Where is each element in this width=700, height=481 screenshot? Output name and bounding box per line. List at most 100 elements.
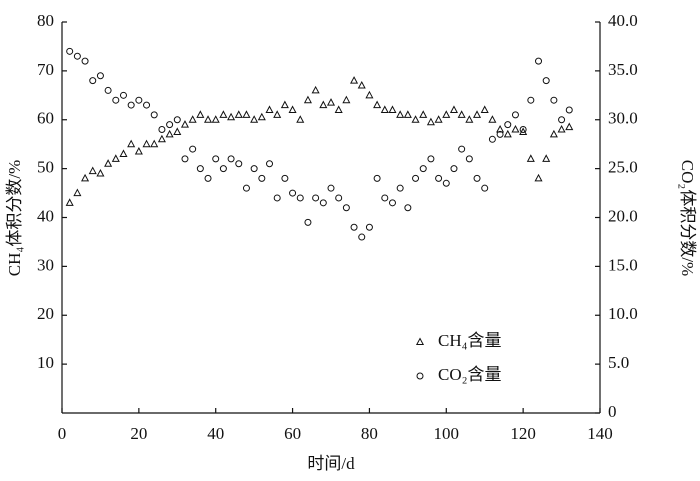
circle-point: [73, 52, 81, 60]
circle-point: [312, 194, 320, 202]
circle-point: [89, 77, 97, 85]
triangle-point: [457, 110, 466, 118]
circle-point: [81, 57, 89, 65]
circle-point: [442, 179, 450, 187]
y2-tick-label: 40.0: [608, 11, 638, 30]
triangle-point: [350, 76, 359, 84]
circle-point: [96, 72, 104, 80]
x-axis-label: 时间/d: [307, 454, 355, 473]
circle-point: [488, 135, 496, 143]
y-axis-label: CH₄体积分数/%: [5, 160, 24, 276]
circle-point: [250, 165, 258, 173]
x-tick-label: 60: [284, 424, 301, 443]
circle-point: [427, 155, 435, 163]
triangle-point: [73, 188, 82, 197]
triangle-point: [411, 115, 420, 123]
x-tick-label: 0: [58, 424, 67, 443]
triangle-point: [180, 120, 190, 128]
circle-point: [450, 165, 458, 173]
circle-point: [350, 223, 358, 231]
triangle-point: [280, 100, 289, 109]
triangle-point: [227, 112, 236, 121]
triangle-point: [65, 198, 74, 206]
triangle-point: [396, 110, 405, 118]
circle-point: [143, 101, 151, 109]
triangle-point: [472, 110, 482, 118]
circle-point: [327, 184, 335, 192]
triangle-point: [342, 95, 351, 104]
triangle-point: [104, 159, 113, 167]
triangle-point: [442, 110, 451, 118]
circle-point: [358, 233, 366, 241]
triangle-point: [434, 115, 443, 123]
triangle-point: [426, 117, 435, 126]
y-tick-label: 60: [37, 109, 54, 128]
circle-point: [527, 96, 535, 104]
circle-point: [404, 204, 412, 212]
triangle-point: [334, 105, 343, 113]
triangle-point: [365, 90, 374, 99]
triangle-point: [496, 124, 505, 133]
y-tick-label: 50: [37, 158, 54, 177]
circle-point: [196, 165, 204, 173]
triangle-point: [157, 134, 166, 143]
y2-tick-label: 25.0: [608, 158, 638, 177]
triangle-point: [449, 105, 459, 113]
circle-point: [458, 145, 466, 153]
y-tick-label: 30: [37, 255, 54, 274]
triangle-point: [480, 105, 489, 113]
circle-point: [373, 174, 381, 182]
triangle-point: [526, 154, 535, 162]
triangle-point: [150, 139, 159, 148]
circle-point: [335, 194, 343, 202]
x-tick-label: 80: [361, 424, 378, 443]
circle-point: [204, 174, 212, 182]
y2-tick-label: 35.0: [608, 60, 638, 79]
circle-point: [396, 184, 404, 192]
triangle-point: [188, 115, 197, 123]
circle-point: [66, 47, 74, 55]
y2-tick-label: 20.0: [608, 206, 638, 225]
circle-point: [550, 96, 558, 104]
triangle-point: [211, 115, 220, 123]
circle-point: [342, 204, 350, 212]
triangle-point: [419, 110, 428, 118]
triangle-point: [542, 154, 551, 162]
legend-marker: [416, 372, 424, 380]
triangle-point: [165, 129, 174, 138]
circle-point: [258, 174, 266, 182]
triangle-point: [511, 124, 520, 133]
circle-point: [127, 101, 135, 109]
triangle-point: [203, 115, 213, 123]
circle-point: [219, 165, 227, 173]
triangle-point: [81, 173, 90, 182]
triangle-point: [403, 110, 412, 118]
y-tick-label: 10: [37, 353, 54, 372]
circle-point: [235, 160, 243, 168]
legend-label: CO₂含量: [438, 365, 502, 384]
circle-point: [266, 160, 274, 168]
triangle-point: [265, 105, 274, 113]
circle-point: [365, 223, 373, 231]
triangle-point: [142, 139, 151, 148]
triangle-point: [534, 173, 543, 182]
triangle-point: [88, 166, 97, 175]
triangle-point: [196, 110, 205, 118]
legend-label: CH₄含量: [438, 331, 502, 350]
triangle-point: [111, 154, 120, 162]
triangle-point: [234, 110, 243, 118]
triangle-point: [127, 139, 136, 148]
triangle-point: [257, 112, 266, 121]
circle-point: [104, 86, 112, 94]
triangle-point: [134, 146, 143, 155]
legend-marker: [415, 337, 425, 345]
circle-point: [465, 155, 473, 163]
triangle-point: [219, 110, 228, 118]
x-tick-label: 20: [130, 424, 147, 443]
triangle-point: [119, 149, 128, 157]
circle-point: [119, 91, 127, 99]
circle-point: [481, 184, 489, 192]
y2-tick-label: 5.0: [608, 353, 629, 372]
